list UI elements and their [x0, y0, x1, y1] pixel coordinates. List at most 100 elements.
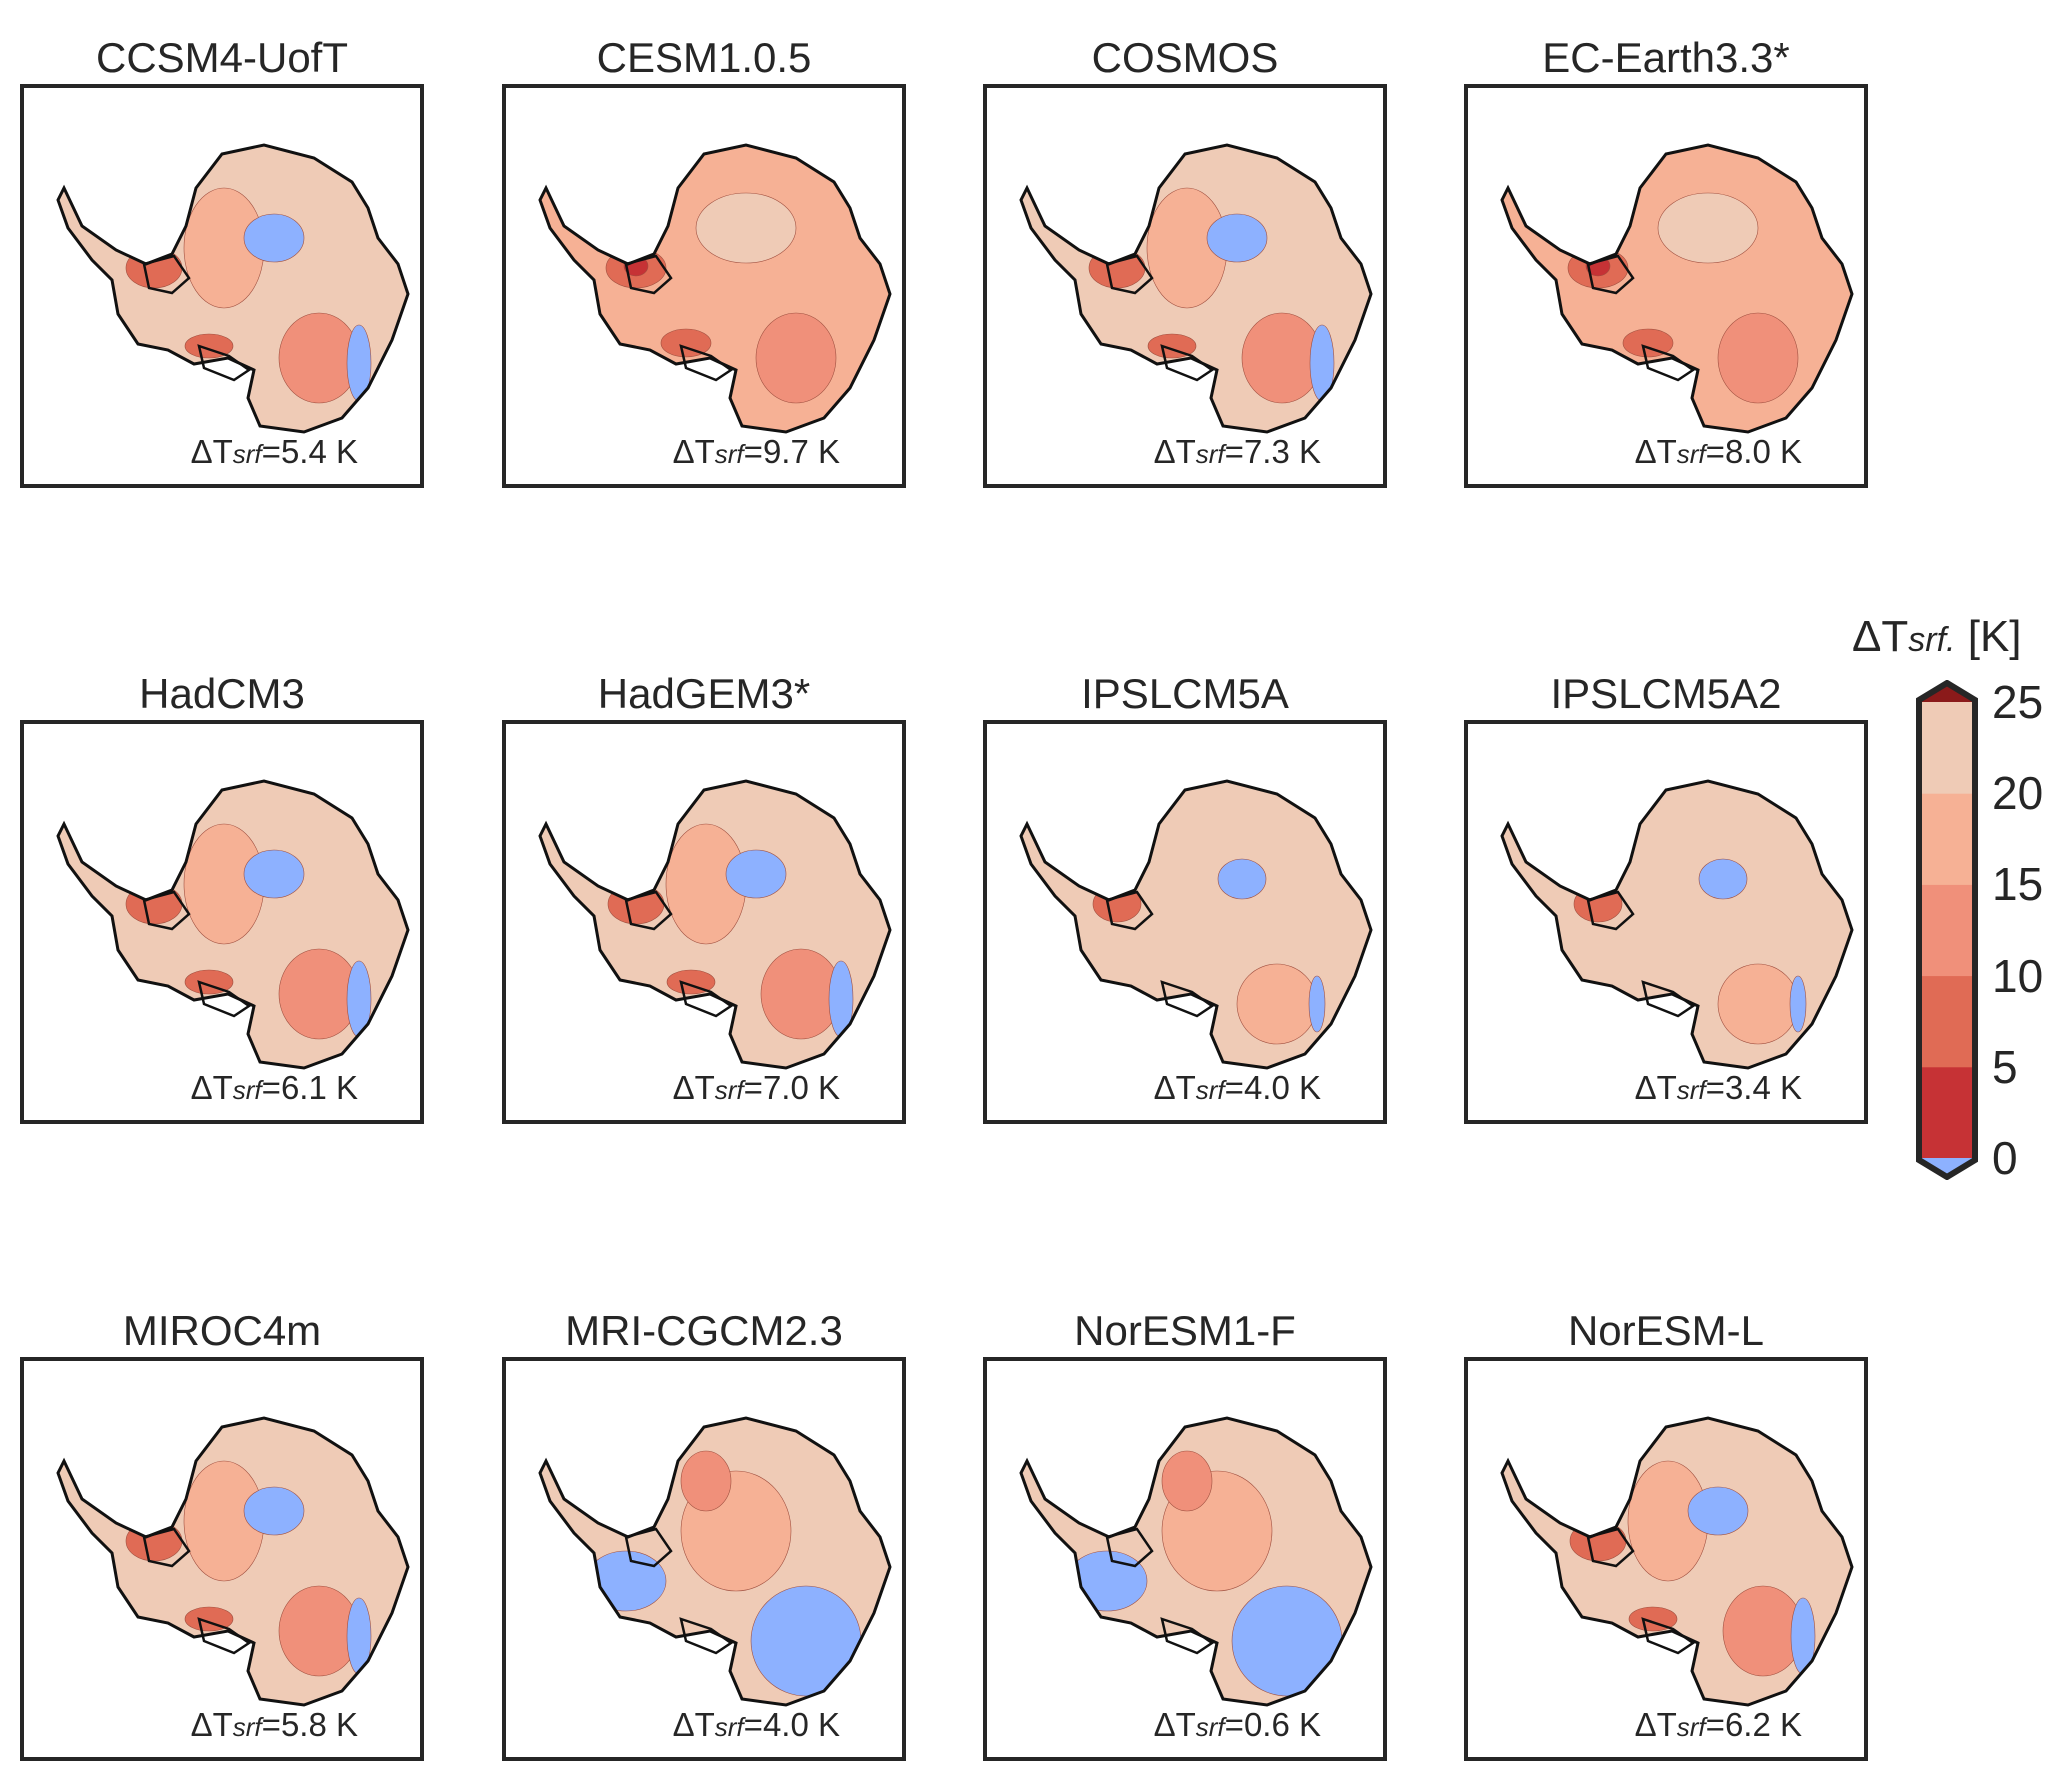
- coastline: [1500, 779, 1854, 1070]
- panel-title: CESM1.0.5: [596, 34, 812, 81]
- antarctica-map: [56, 1416, 410, 1707]
- ice-shelf-outline: [1586, 254, 1696, 382]
- panel-title: NorESM-L: [1567, 1307, 1765, 1354]
- delta-symbol: ΔT: [1153, 1069, 1196, 1106]
- ice-shelf-outline: [624, 1527, 734, 1655]
- delta-t-label: ΔTsrf=6.2 K: [1635, 1705, 1802, 1747]
- antarctica-map: [56, 143, 410, 434]
- equals: =: [743, 1706, 763, 1743]
- ice-shelf-outline: [624, 890, 734, 1018]
- subscript: srf: [232, 1712, 262, 1742]
- coastline: [1019, 143, 1373, 434]
- colorbar-tick-label: 20: [1992, 767, 2044, 820]
- ice-shelf-outline: [1105, 1527, 1215, 1655]
- ice-shelf-outline: [142, 254, 252, 382]
- delta-t-label: ΔTsrf=3.4 K: [1635, 1068, 1802, 1110]
- delta-t-value: 4.0 K: [762, 1706, 840, 1743]
- coastline: [56, 1416, 410, 1707]
- coastline: [538, 143, 892, 434]
- equals: =: [261, 1706, 281, 1743]
- equals: =: [261, 1069, 281, 1106]
- contour-region: [660, 328, 712, 358]
- panel-title: COSMOS: [1091, 34, 1279, 81]
- ice-shelf-outline: [1105, 890, 1215, 1018]
- colorbar-title-delta: ΔT: [1852, 612, 1909, 661]
- contour-region: [1308, 975, 1326, 1033]
- contour-region: [725, 849, 787, 899]
- colorbar: [1916, 680, 1978, 1180]
- colorbar-outline: [1916, 680, 1978, 1180]
- contour-region: [755, 312, 837, 404]
- contour-region: [1789, 975, 1807, 1033]
- panel-title: EC-Earth3.3*: [1542, 34, 1790, 81]
- contour-region: [1622, 328, 1674, 358]
- map-panel: ΔTsrf=5.8 K: [20, 1357, 424, 1761]
- panel-title: HadCM3: [139, 670, 305, 717]
- map-panel: ΔTsrf=4.0 K: [502, 1357, 906, 1761]
- delta-t-value: 5.4 K: [280, 433, 358, 470]
- antarctica-map: [538, 1416, 892, 1707]
- ice-shelf-outline: [1105, 254, 1215, 382]
- delta-symbol: ΔT: [190, 1069, 233, 1106]
- contour-region: [1717, 312, 1799, 404]
- delta-t-label: ΔTsrf=7.3 K: [1154, 432, 1321, 474]
- subscript: srf: [1676, 1712, 1706, 1742]
- colorbar-bin: [1920, 793, 1974, 885]
- subscript: srf: [1676, 439, 1706, 469]
- delta-symbol: ΔT: [672, 433, 715, 470]
- panel-title: MIROC4m: [122, 1307, 322, 1354]
- equals: =: [1705, 1706, 1725, 1743]
- antarctica-map: [1500, 1416, 1854, 1707]
- antarctica-map: [538, 779, 892, 1070]
- contour-region: [1628, 1606, 1678, 1632]
- delta-t-label: ΔTsrf=4.0 K: [673, 1705, 840, 1747]
- delta-t-label: ΔTsrf=8.0 K: [1635, 432, 1802, 474]
- map-panel: ΔTsrf=8.0 K: [1464, 84, 1868, 488]
- delta-symbol: ΔT: [1634, 1069, 1677, 1106]
- delta-t-value: 8.0 K: [1724, 433, 1802, 470]
- contour-region: [1147, 333, 1197, 359]
- contour-region: [1236, 963, 1318, 1045]
- antarctica-map: [1500, 779, 1854, 1070]
- panel-title: HadGEM3*: [597, 670, 811, 717]
- contour-region: [1698, 858, 1748, 900]
- antarctica-map: [1019, 1416, 1373, 1707]
- colorbar-bin: [1920, 975, 1974, 1068]
- delta-t-value: 9.7 K: [762, 433, 840, 470]
- delta-t-label: ΔTsrf=6.1 K: [191, 1068, 358, 1110]
- map-panel: ΔTsrf=7.0 K: [502, 720, 906, 1124]
- contour-region: [695, 192, 797, 264]
- colorbar-title: ΔTsrf. [K]: [1852, 612, 2022, 662]
- map-panel: ΔTsrf=7.3 K: [983, 84, 1387, 488]
- contour-region: [1657, 192, 1759, 264]
- coastline: [56, 779, 410, 1070]
- delta-t-label: ΔTsrf=7.0 K: [673, 1068, 840, 1110]
- subscript: srf: [1195, 1712, 1225, 1742]
- map-panel: ΔTsrf=4.0 K: [983, 720, 1387, 1124]
- contour-region: [1231, 1585, 1343, 1697]
- contour-region: [184, 1606, 234, 1632]
- coastline: [538, 1416, 892, 1707]
- panel-title: MRI-CGCM2.3: [565, 1307, 843, 1354]
- subscript: srf: [714, 439, 744, 469]
- colorbar-title-unit: [K]: [1955, 612, 2022, 661]
- antarctica-map: [1500, 143, 1854, 434]
- contour-region: [243, 1486, 305, 1536]
- panel-title: IPSLCM5A: [1081, 670, 1289, 717]
- delta-symbol: ΔT: [1153, 1706, 1196, 1743]
- contour-region: [1687, 1486, 1749, 1536]
- delta-t-label: ΔTsrf=0.6 K: [1154, 1705, 1321, 1747]
- colorbar-bin: [1920, 884, 1974, 977]
- delta-t-value: 7.0 K: [762, 1069, 840, 1106]
- ice-shelf-outline: [624, 254, 734, 382]
- map-panel: ΔTsrf=3.4 K: [1464, 720, 1868, 1124]
- colorbar-title-sub: srf.: [1908, 621, 1956, 659]
- equals: =: [261, 433, 281, 470]
- delta-symbol: ΔT: [190, 1706, 233, 1743]
- delta-t-value: 6.2 K: [1724, 1706, 1802, 1743]
- map-panel: ΔTsrf=6.1 K: [20, 720, 424, 1124]
- ice-shelf-outline: [142, 890, 252, 1018]
- contour-region: [1217, 858, 1267, 900]
- delta-symbol: ΔT: [1634, 1706, 1677, 1743]
- delta-symbol: ΔT: [190, 433, 233, 470]
